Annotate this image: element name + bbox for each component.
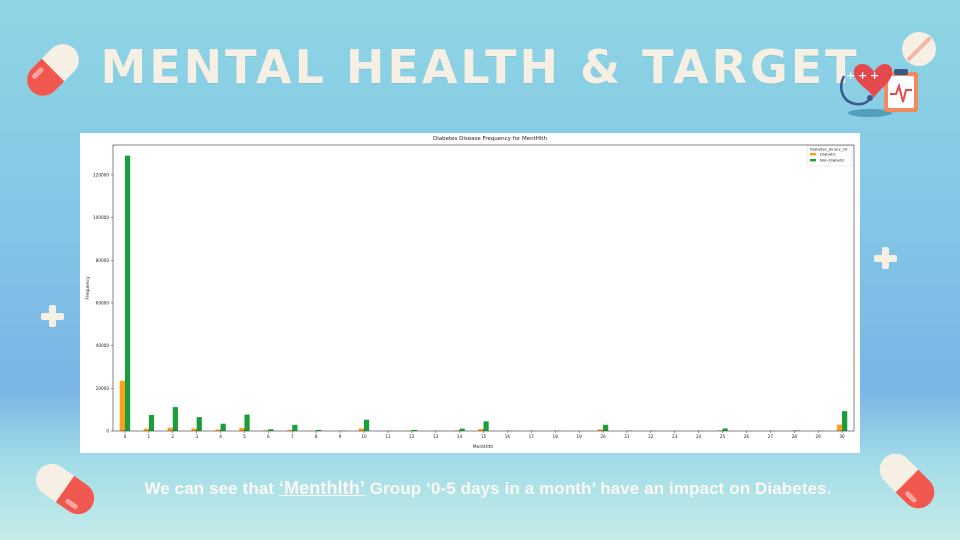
bars-group (119, 155, 848, 432)
capsule-pill-icon (35, 463, 95, 515)
bar-diabetic-10 (358, 428, 364, 431)
bar-non-diabetic-30 (842, 411, 848, 431)
x-tick-label: 18 (553, 434, 559, 439)
x-tick-label: 8 (315, 434, 318, 439)
x-tick-label: 10 (361, 434, 367, 439)
slide-title: MENTAL HEALTH & TARGET (100, 40, 860, 94)
x-tick-label: 2 (171, 434, 174, 439)
legend-title: Diabetes_binary_str (810, 147, 848, 152)
x-tick-label: 5 (243, 434, 246, 439)
x-tick-label: 7 (291, 434, 294, 439)
bar-non-diabetic-12 (411, 429, 417, 431)
bar-non-diabetic-4 (220, 423, 226, 431)
y-axis-label: Frequency (85, 276, 91, 300)
slide-caption: We can see that ‘Menthlth’ Group ‘0-5 da… (0, 478, 960, 499)
bar-diabetic-4 (215, 429, 221, 431)
legend-swatch-non-diabetic (810, 159, 816, 162)
y-tick-label: 20000 (96, 386, 110, 391)
svg-text:+: + (858, 69, 867, 82)
chart-container: Diabetes Disease Frequency for MentHlth … (80, 133, 860, 453)
bar-non-diabetic-15 (483, 421, 489, 431)
x-tick-label: 30 (839, 434, 845, 439)
x-tick-label: 15 (481, 434, 487, 439)
bar-non-diabetic-28 (794, 430, 800, 431)
caption-highlight: ‘Menthlth’ (278, 478, 365, 498)
bar-diabetic-30 (836, 424, 843, 431)
y-tick-label: 40000 (96, 343, 110, 348)
y-ticks: 0 20000 40000 60000 80000 100000 120000 (93, 172, 113, 434)
x-tick-label: 9 (339, 434, 342, 439)
x-axis-label: MentHlth (473, 444, 494, 450)
bar-non-diabetic-20 (603, 424, 609, 431)
capsule-pill-icon (879, 453, 935, 509)
bar-diabetic-0 (119, 380, 125, 431)
chart-title: Diabetes Disease Frequency for MentHlth (433, 136, 548, 142)
bar-diabetic-20 (597, 429, 604, 431)
x-tick-label: 11 (385, 434, 391, 439)
bar-diabetic-6 (263, 430, 269, 431)
heart-stethoscope-clipboard-icon: + + + (840, 63, 918, 117)
x-ticks: 0 1 2 3 4 5 6 7 8 9 10 11 12 13 14 15 16 17 18 19 20 21 22 23 24… (124, 431, 845, 439)
x-tick-label: 14 (457, 434, 463, 439)
caption-prefix: We can see that (144, 479, 279, 498)
svg-text:+: + (870, 69, 879, 82)
bar-non-diabetic-2 (172, 407, 178, 431)
legend-swatch-diabetic (810, 153, 816, 156)
bar-non-diabetic-14 (459, 428, 465, 431)
x-tick-label: 0 (124, 434, 127, 439)
capsule-pill-icon (27, 44, 79, 96)
x-tick-label: 28 (792, 434, 798, 439)
x-tick-label: 25 (720, 434, 726, 439)
bar-chart: Diabetes Disease Frequency for MentHlth … (85, 136, 855, 450)
bar-diabetic-1 (143, 428, 149, 431)
x-tick-label: 16 (505, 434, 511, 439)
bar-diabetic-25 (717, 430, 723, 431)
bar-non-diabetic-7 (292, 424, 298, 431)
y-tick-label: 80000 (96, 258, 110, 263)
legend-label-diabetic: Diabetic (820, 152, 836, 157)
x-tick-label: 17 (529, 434, 535, 439)
y-tick-label: 120000 (93, 172, 109, 177)
bar-non-diabetic-3 (196, 417, 202, 431)
bar-non-diabetic-8 (316, 429, 322, 431)
x-tick-label: 26 (744, 434, 750, 439)
x-tick-label: 24 (696, 434, 702, 439)
x-tick-label: 1 (148, 434, 151, 439)
plus-icon (41, 305, 64, 327)
x-tick-label: 4 (219, 434, 222, 439)
y-tick-label: 100000 (93, 215, 109, 220)
round-tablet-icon (902, 32, 936, 66)
x-tick-label: 29 (815, 434, 821, 439)
x-tick-label: 21 (624, 434, 630, 439)
bar-non-diabetic-1 (148, 414, 155, 431)
plot-frame (112, 144, 855, 432)
bar-non-diabetic-6 (268, 429, 274, 431)
x-tick-label: 27 (768, 434, 774, 439)
x-tick-label: 23 (672, 434, 678, 439)
bar-non-diabetic-10 (363, 419, 370, 431)
x-tick-label: 12 (409, 434, 415, 439)
bar-diabetic-7 (287, 429, 293, 431)
x-tick-label: 22 (648, 434, 654, 439)
bar-diabetic-5 (239, 427, 245, 431)
bar-non-diabetic-5 (244, 414, 250, 431)
bar-diabetic-14 (454, 430, 460, 431)
caption-suffix: Group ‘0-5 days in a month’ have an impa… (364, 479, 832, 498)
x-tick-label: 19 (576, 434, 582, 439)
bar-diabetic-15 (478, 428, 484, 431)
legend: Diabetes_binary_str Diabetic Non-Diabeti… (806, 145, 853, 167)
x-tick-label: 6 (267, 434, 270, 439)
plus-icon (874, 247, 897, 269)
legend-label-non-diabetic: Non-Diabetic (820, 158, 845, 163)
svg-text:+: + (846, 69, 855, 82)
x-tick-label: 3 (195, 434, 198, 439)
bar-diabetic-2 (167, 427, 173, 431)
y-tick-label: 60000 (96, 300, 110, 305)
bar-non-diabetic-0 (124, 155, 131, 432)
bar-non-diabetic-25 (722, 428, 728, 431)
x-tick-label: 13 (433, 434, 439, 439)
x-tick-label: 20 (600, 434, 606, 439)
y-tick-label: 0 (106, 429, 109, 434)
bar-diabetic-3 (191, 428, 197, 431)
